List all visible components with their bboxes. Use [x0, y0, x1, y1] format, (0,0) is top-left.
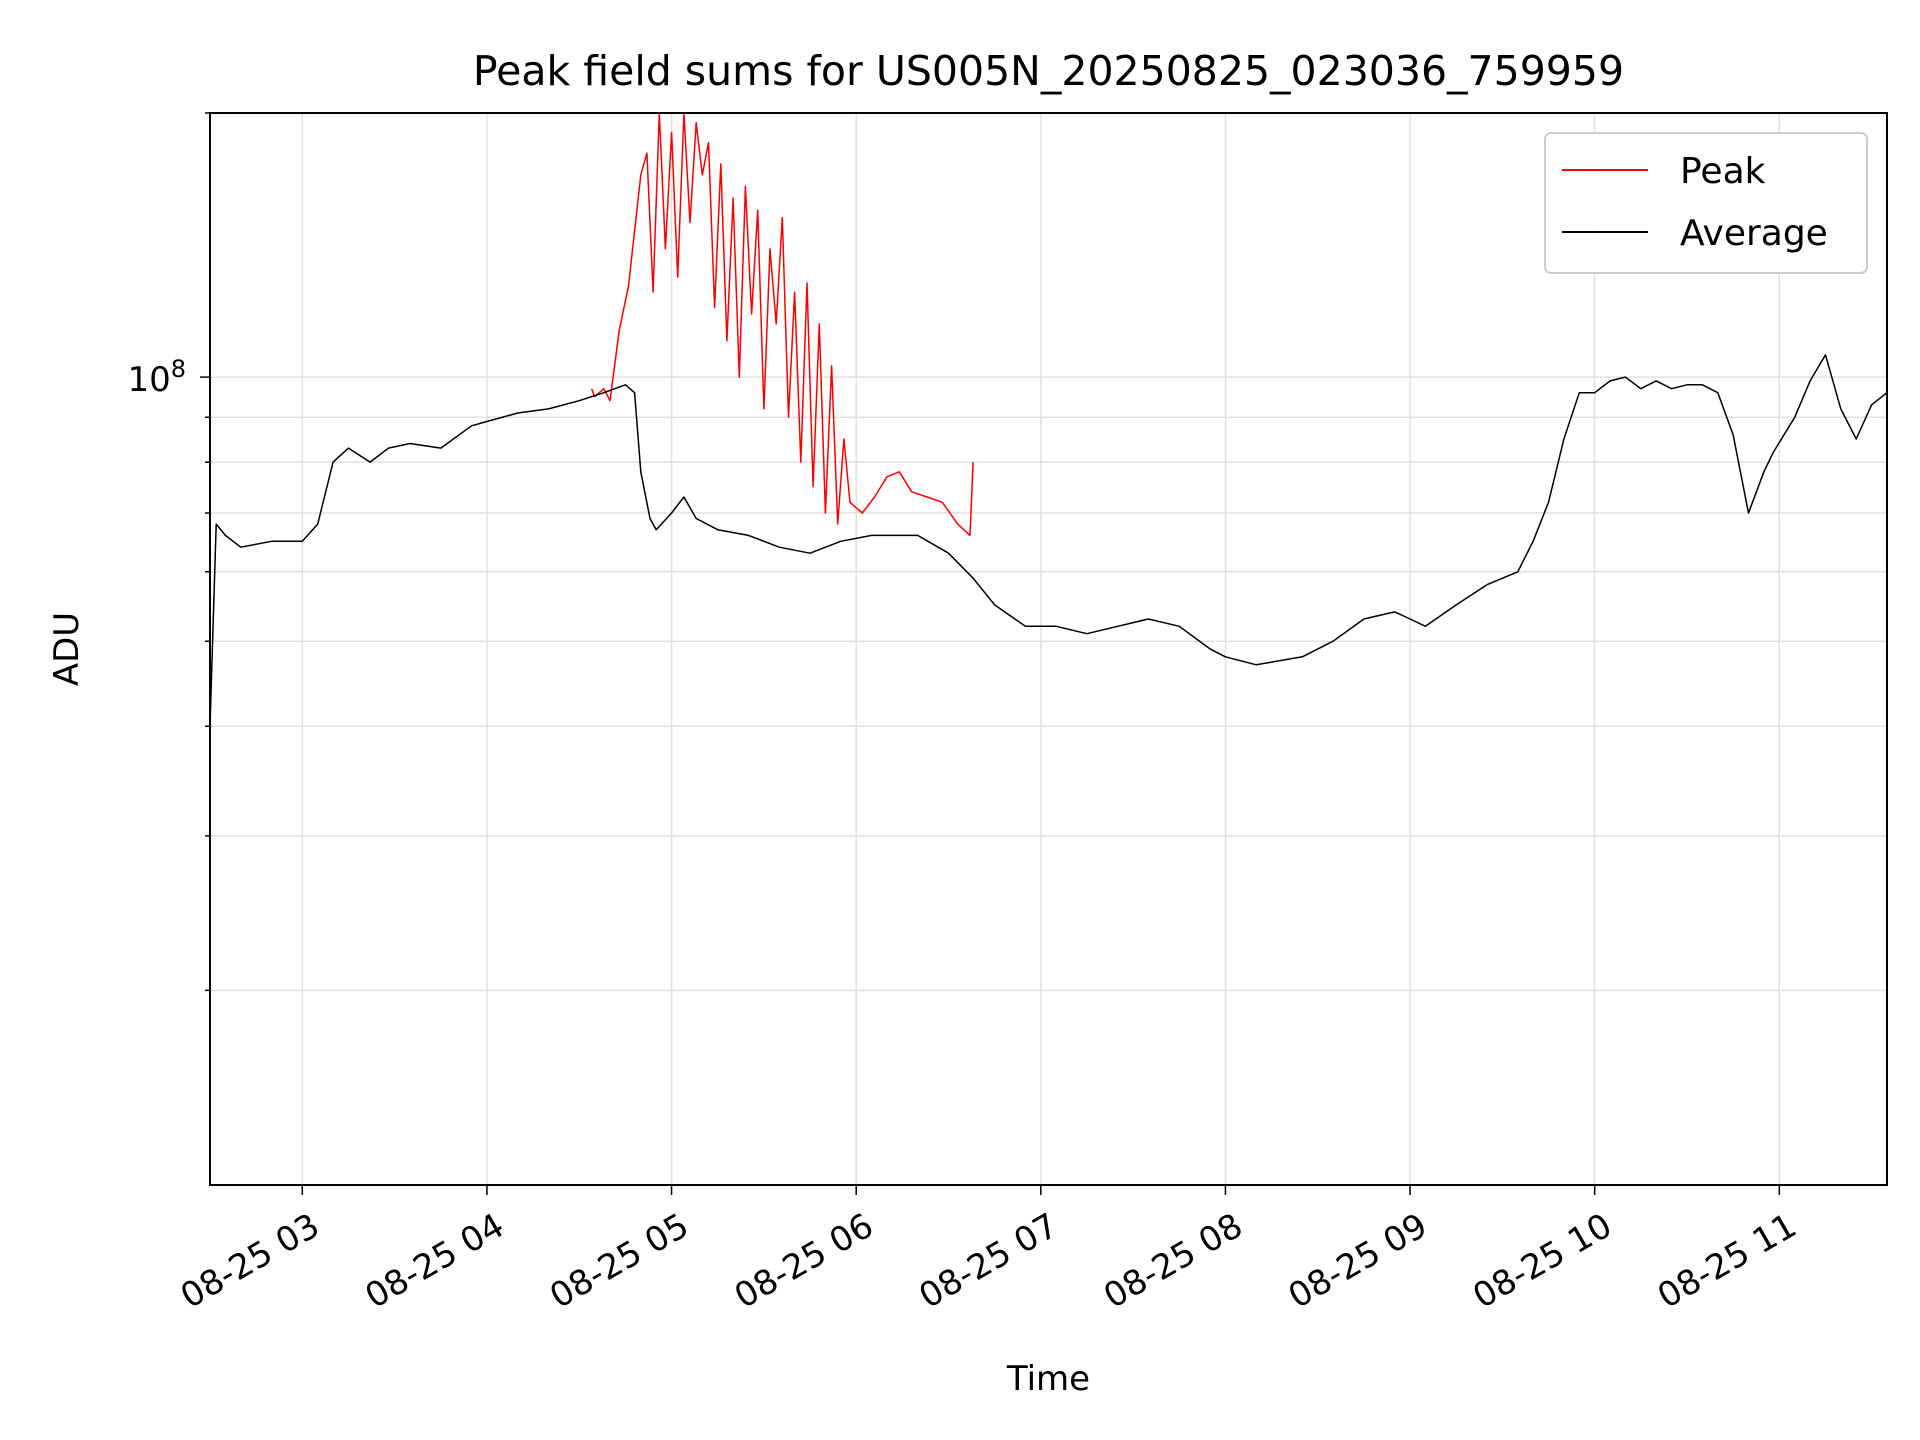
y-tick-label: 108: [127, 355, 186, 400]
chart-title: Peak field sums for US005N_20250825_0230…: [473, 47, 1624, 95]
legend-label-peak: Peak: [1680, 151, 1766, 192]
legend-label-average: Average: [1680, 213, 1828, 254]
series-line-peak: [590, 113, 974, 537]
plot-frame: [209, 112, 1888, 1186]
x-axis-label: Time: [1006, 1359, 1090, 1399]
legend-box: [1544, 132, 1868, 274]
y-tick-exponent: 8: [171, 355, 186, 383]
y-axis-label: ADU: [47, 612, 87, 686]
y-axis: 108: [127, 112, 210, 992]
series-line-average: [210, 354, 1887, 727]
y-tick-base: 10: [127, 360, 170, 400]
legend: Peak Average: [1544, 132, 1868, 274]
plot-lines: [210, 113, 1887, 727]
